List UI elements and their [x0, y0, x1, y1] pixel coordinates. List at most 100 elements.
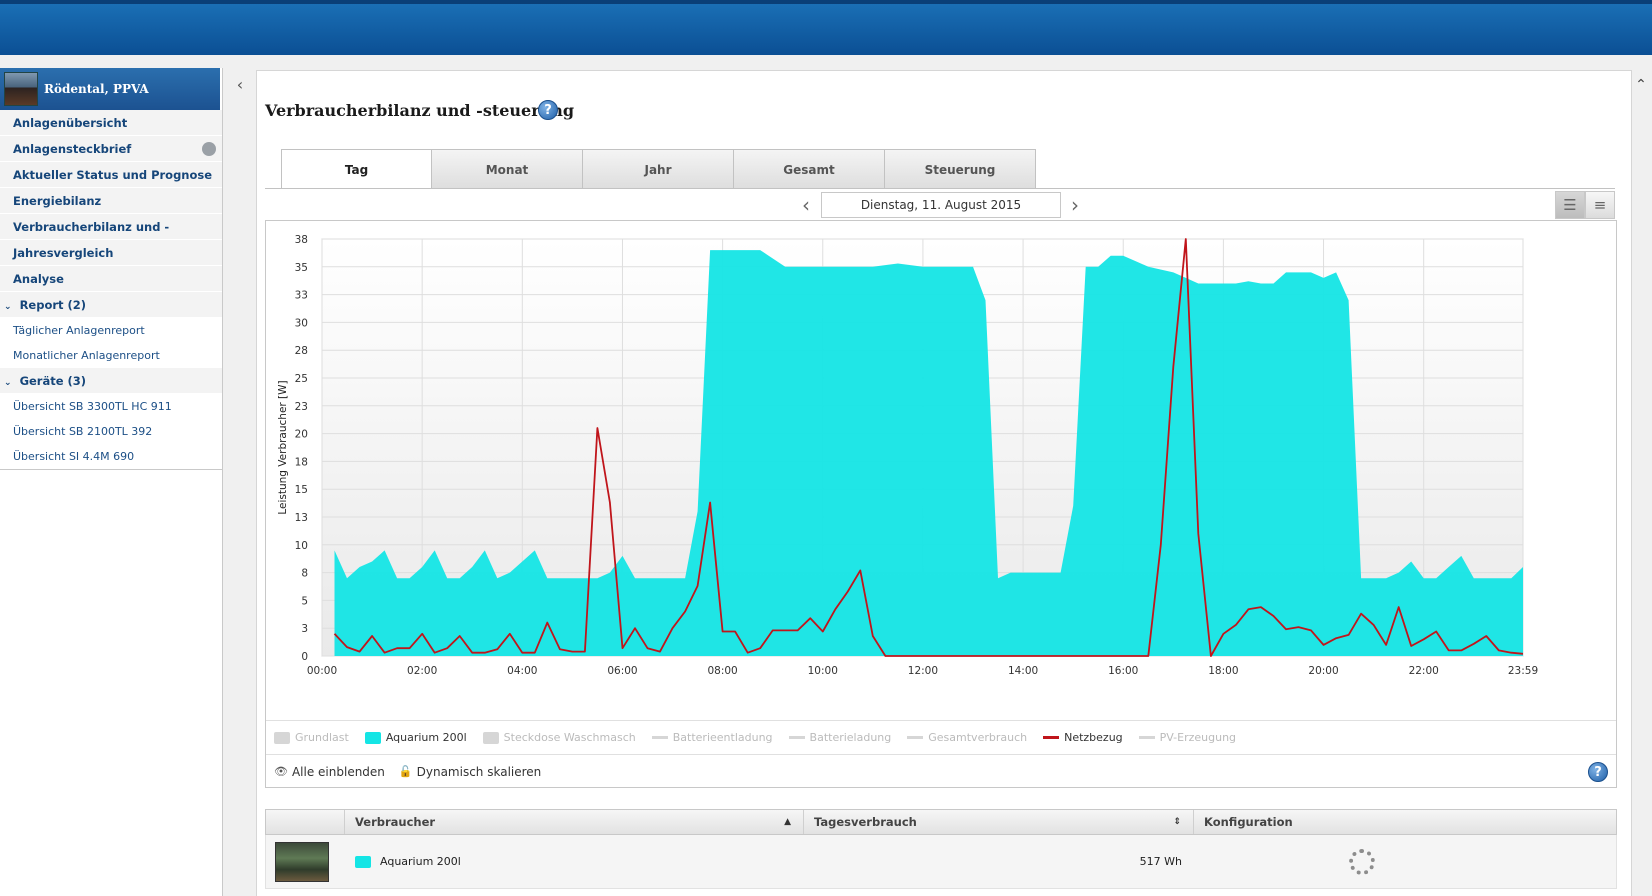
sidebar-subitem-device-3[interactable]: Übersicht SI 4.4M 690: [0, 444, 222, 469]
sidebar-group-report[interactable]: ⌄ Report (2): [0, 292, 222, 318]
consumer-color-swatch: [355, 855, 371, 868]
y-tick-label: 30: [295, 317, 308, 329]
page-title: Verbraucherbilanz und -steuerung: [265, 101, 575, 120]
globe-icon: [202, 142, 216, 156]
table-header: Verbraucher ▲ Tagesverbrauch ⇕ Konfigura…: [265, 809, 1617, 835]
y-tick-label: 0: [301, 651, 308, 663]
gear-icon[interactable]: [1349, 848, 1375, 875]
legend-swatch: [482, 731, 499, 744]
legend-label: Batterieladung: [809, 731, 892, 744]
plant-header[interactable]: Rödental, PPVA: [0, 68, 220, 110]
legend-item-1[interactable]: Aquarium 200l: [364, 731, 467, 744]
y-tick-label: 35: [295, 262, 308, 274]
chevron-left-icon[interactable]: ‹: [802, 193, 810, 217]
sidebar-item-anlagensteckbrief[interactable]: Anlagensteckbrief: [0, 136, 222, 162]
sidebar-subitem-device-2[interactable]: Übersicht SB 2100TL 392: [0, 419, 222, 444]
y-axis-label: Leistung Verbraucher [W]: [277, 380, 289, 514]
tab-jahr[interactable]: Jahr: [583, 149, 734, 189]
tab-steuerung[interactable]: Steuerung: [885, 149, 1036, 189]
row-name-cell: Aquarium 200l: [345, 835, 804, 889]
y-tick-label: 3: [301, 623, 308, 635]
sort-icon: ⇕: [1173, 817, 1181, 827]
sidebar-item-energiebilanz[interactable]: Energiebilanz: [0, 188, 222, 214]
y-tick-label: 23: [295, 401, 308, 413]
row-daily-cell: 517 Wh: [804, 835, 1194, 889]
legend-item-7[interactable]: PV-Erzeugung: [1138, 731, 1237, 744]
x-tick-label: 23:59: [1508, 665, 1538, 677]
legend-label: PV-Erzeugung: [1159, 731, 1237, 744]
sidebar-item-analyse[interactable]: Analyse: [0, 266, 222, 292]
sidebar: Rödental, PPVA Anlagenübersicht Anlagens…: [0, 68, 223, 896]
sidebar-item-jahresvergleich[interactable]: Jahresvergleich: [0, 240, 222, 266]
x-tick-label: 16:00: [1108, 665, 1138, 677]
tab-bar: Tag Monat Jahr Gesamt Steuerung: [281, 149, 1036, 189]
legend-label: Gesamtverbrauch: [928, 731, 1028, 744]
y-tick-label: 13: [295, 512, 308, 524]
legend-item-2[interactable]: Steckdose Waschmasch: [482, 731, 636, 744]
sidebar-subitem-daily-report[interactable]: Täglicher Anlagenreport: [0, 318, 222, 343]
list-view-icon[interactable]: ≡: [1585, 191, 1615, 219]
tab-underline: [265, 188, 1615, 189]
legend-item-5[interactable]: Gesamtverbrauch: [907, 731, 1027, 744]
scroll-up-icon[interactable]: ⌃: [1630, 70, 1652, 100]
x-tick-label: 10:00: [808, 665, 838, 677]
sidebar-subitem-monthly-report[interactable]: Monatlicher Anlagenreport: [0, 343, 222, 368]
y-tick-label: 28: [295, 345, 308, 357]
chevron-right-icon[interactable]: ›: [1071, 193, 1079, 217]
sidebar-subitem-device-1[interactable]: Übersicht SB 3300TL HC 911: [0, 394, 222, 419]
tab-gesamt[interactable]: Gesamt: [734, 149, 885, 189]
header-verbraucher[interactable]: Verbraucher ▲: [345, 810, 804, 834]
sort-asc-icon: ▲: [784, 817, 791, 827]
legend-label: Grundlast: [295, 731, 349, 744]
x-tick-label: 06:00: [607, 665, 637, 677]
chart-help-icon[interactable]: ?: [1588, 762, 1608, 782]
eye-icon: 👁: [274, 765, 288, 778]
y-tick-label: 5: [301, 595, 308, 607]
legend-label: Netzbezug: [1064, 731, 1123, 744]
header-tagesverbrauch[interactable]: Tagesverbrauch ⇕: [804, 810, 1194, 834]
header-thumb: [266, 810, 345, 834]
consumer-table: Verbraucher ▲ Tagesverbrauch ⇕ Konfigura…: [265, 809, 1617, 889]
sidebar-group-devices[interactable]: ⌄ Geräte (3): [0, 368, 222, 394]
legend-swatch: [364, 731, 381, 744]
date-navigator: ‹ Dienstag, 11. August 2015 › ☰ ≡: [257, 191, 1633, 221]
stacked-view-icon[interactable]: ☰: [1555, 191, 1585, 219]
legend-swatch: [788, 736, 805, 739]
top-header-bar: [0, 0, 1652, 55]
legend-swatch: [274, 731, 290, 744]
show-all-button[interactable]: 👁 Alle einblenden: [274, 765, 385, 779]
chevron-down-icon: ⌄: [4, 378, 12, 388]
x-tick-label: 18:00: [1208, 665, 1238, 677]
y-tick-label: 18: [295, 456, 308, 468]
series-area-aquarium: [334, 250, 1523, 656]
x-tick-label: 00:00: [307, 665, 337, 677]
y-tick-label: 15: [295, 484, 308, 496]
y-tick-label: 38: [295, 234, 308, 246]
consumer-daily-consumption: 517 Wh: [1139, 855, 1182, 868]
legend-item-0[interactable]: Grundlast: [274, 731, 349, 744]
sidebar-group-label: Report (2): [19, 298, 87, 312]
date-display[interactable]: Dienstag, 11. August 2015: [821, 192, 1061, 218]
x-tick-label: 04:00: [507, 665, 537, 677]
sidebar-item-verbraucherbilanz[interactable]: Verbraucherbilanz und -steuerung: [0, 214, 222, 260]
chart-legend: Grundlast Aquarium 200l Steckdose Waschmas…: [266, 720, 1616, 754]
row-config-cell: [1194, 835, 1616, 889]
x-tick-label: 12:00: [908, 665, 938, 677]
tab-monat[interactable]: Monat: [432, 149, 583, 189]
sidebar-item-status-prognose[interactable]: Aktueller Status und Prognose: [0, 162, 222, 188]
help-icon[interactable]: ?: [538, 100, 558, 120]
tab-tag[interactable]: Tag: [281, 149, 432, 189]
table-row[interactable]: Aquarium 200l 517 Wh: [265, 835, 1617, 889]
legend-item-3[interactable]: Batterieentladung: [651, 731, 773, 744]
sidebar-item-anlagenuebersicht[interactable]: Anlagenübersicht: [0, 110, 222, 136]
header-konfiguration: Konfiguration: [1194, 810, 1616, 834]
legend-item-4[interactable]: Batterieladung: [788, 731, 892, 744]
y-tick-label: 8: [301, 568, 308, 580]
y-tick-label: 25: [295, 373, 308, 385]
consumer-name: Aquarium 200l: [380, 855, 461, 868]
dynamic-scale-button[interactable]: 🔓 Dynamisch skalieren: [399, 765, 541, 779]
unlock-icon: 🔓: [398, 765, 413, 778]
legend-item-6[interactable]: Netzbezug: [1043, 731, 1123, 744]
collapse-sidebar-icon[interactable]: ‹: [236, 75, 244, 94]
sidebar-divider: [0, 469, 222, 470]
